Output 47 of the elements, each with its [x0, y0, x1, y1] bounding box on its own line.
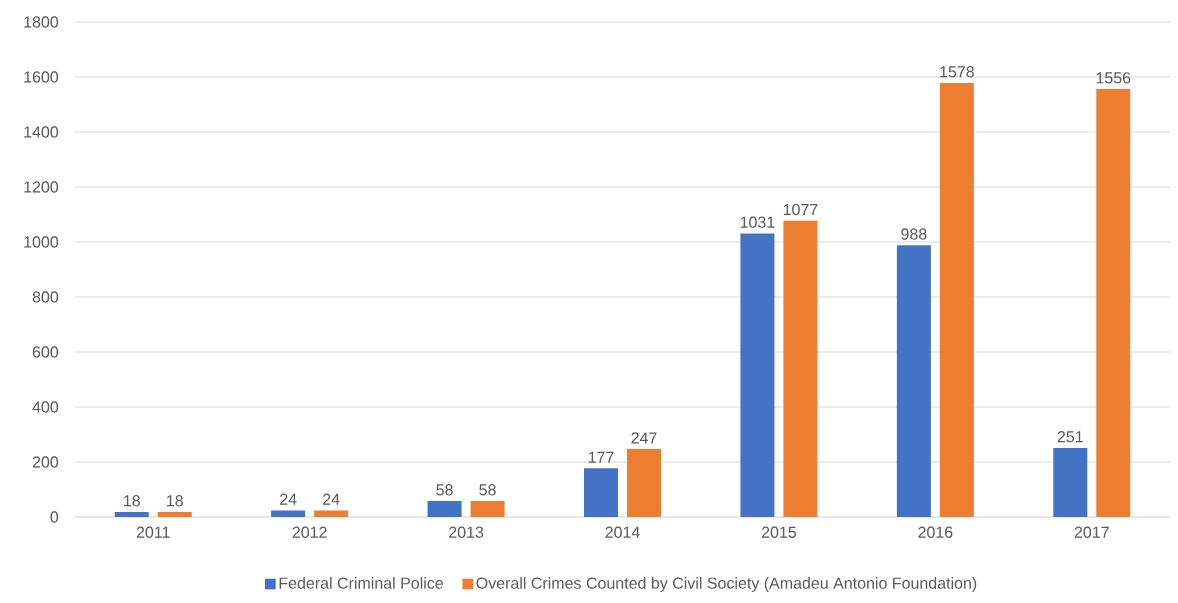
y-tick-label: 1800	[24, 16, 59, 28]
bar	[740, 233, 775, 517]
data-label: 1556	[1096, 72, 1131, 84]
data-label: 24	[280, 493, 297, 505]
data-label: 247	[631, 432, 657, 444]
bar	[626, 449, 661, 517]
bar	[1096, 89, 1131, 517]
bar	[584, 468, 619, 517]
x-tick-label: 2016	[918, 526, 953, 538]
data-label: 58	[436, 484, 453, 496]
y-tick-label: 1200	[24, 181, 59, 193]
y-tick-label: 1000	[24, 236, 59, 248]
x-tick-label: 2015	[761, 526, 797, 538]
bar	[939, 83, 974, 517]
data-label: 177	[588, 451, 614, 463]
bar	[314, 510, 349, 517]
data-label: 988	[901, 228, 927, 240]
legend-label: Overall Crimes Counted by Civil Society (Amadeu Antonio Foundation)	[476, 577, 977, 592]
bar	[1053, 447, 1088, 517]
legend-label: Federal Criminal Police	[279, 577, 443, 589]
data-label: 251	[1057, 431, 1083, 443]
bar	[896, 245, 931, 517]
y-tick-label: 800	[32, 291, 59, 303]
bar	[157, 512, 192, 517]
y-tick-label: 1600	[24, 71, 59, 83]
data-label: 58	[479, 484, 496, 496]
x-tick-label: 2013	[449, 526, 484, 538]
y-tick-label: 600	[32, 346, 59, 358]
data-label: 24	[323, 493, 340, 505]
bar	[114, 512, 149, 517]
bar	[271, 510, 306, 517]
data-label: 1031	[740, 216, 775, 228]
bar	[470, 501, 505, 517]
y-tick-label: 200	[32, 456, 59, 468]
data-label: 18	[124, 495, 140, 507]
data-label: 1077	[783, 203, 818, 216]
y-tick-label: 400	[32, 401, 59, 413]
x-tick-label: 2012	[292, 526, 327, 538]
bar	[427, 501, 462, 517]
y-tick-label: 0	[50, 511, 59, 523]
y-tick-label: 1400	[24, 126, 59, 138]
data-label: 1578	[940, 66, 974, 78]
x-tick-label: 2017	[1074, 526, 1109, 538]
data-label: 18	[167, 495, 183, 507]
x-tick-label: 2014	[605, 526, 640, 538]
x-tick-label: 2011	[136, 526, 170, 538]
bar	[783, 220, 818, 517]
